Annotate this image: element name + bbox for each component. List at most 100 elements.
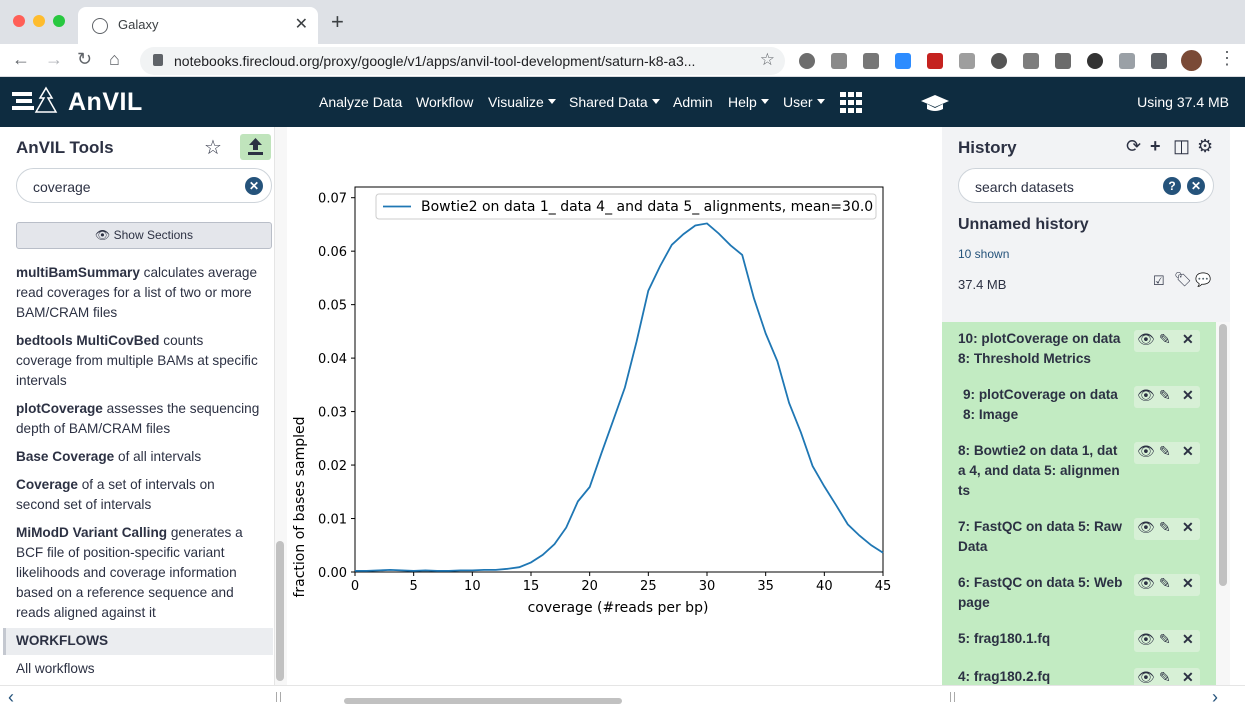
dataset-title[interactable]: 6: FastQC on data 5: Webpage xyxy=(958,575,1123,610)
delete-icon[interactable]: ✕ xyxy=(1182,631,1194,647)
drive-icon[interactable] xyxy=(831,53,847,69)
delete-icon[interactable]: ✕ xyxy=(1182,443,1194,459)
y-tick-label: 0.06 xyxy=(318,245,347,260)
delete-icon[interactable]: ✕ xyxy=(1182,387,1194,403)
delete-icon[interactable]: ✕ xyxy=(1182,575,1194,591)
nav-admin[interactable]: Admin xyxy=(673,94,713,110)
address-bar[interactable]: notebooks.firecloud.org/proxy/google/v1/… xyxy=(140,47,785,75)
pencil-icon[interactable]: ✎ xyxy=(1159,575,1171,591)
minimize-window-button[interactable] xyxy=(33,15,45,27)
gear-icon[interactable]: ⚙ xyxy=(1197,136,1214,156)
delete-icon[interactable]: ✕ xyxy=(1182,331,1194,347)
anvil-logo-icon[interactable] xyxy=(12,86,72,118)
collapse-left-chevron-icon[interactable]: ‹ xyxy=(8,687,14,707)
pencil-icon[interactable]: ✎ xyxy=(1159,669,1171,685)
gmail-icon[interactable] xyxy=(927,53,943,69)
all-workflows-link[interactable]: All workflows xyxy=(16,661,95,676)
tool-item[interactable]: MiModD Variant Calling generates a BCF f… xyxy=(16,523,261,623)
puzzle-extensions-icon[interactable] xyxy=(1151,53,1167,69)
profile-avatar[interactable] xyxy=(1181,50,1202,71)
brand-name[interactable]: AnVIL xyxy=(68,88,143,116)
dataset-title[interactable]: 10: plotCoverage on data 8: Threshold Me… xyxy=(958,331,1121,366)
close-window-button[interactable] xyxy=(13,15,25,27)
scratchbook-grid-icon[interactable] xyxy=(840,92,863,113)
dropbox-icon[interactable] xyxy=(1119,53,1135,69)
back-icon[interactable]: ← xyxy=(12,49,30,69)
eye-icon[interactable]: 👁 xyxy=(1137,519,1155,535)
columns-icon[interactable]: ◫ xyxy=(1173,136,1191,156)
graduation-cap-icon[interactable] xyxy=(920,94,950,112)
delete-icon[interactable]: ✕ xyxy=(1182,519,1194,535)
tags-icon[interactable]: 🏷 xyxy=(1174,271,1192,287)
eye-icon[interactable]: 👁 xyxy=(1137,443,1155,459)
horizontal-scrollbar[interactable] xyxy=(344,698,622,704)
dataset-title[interactable]: 9: plotCoverage on data 8: Image xyxy=(963,387,1118,422)
quota-usage[interactable]: Using 37.4 MB xyxy=(1137,94,1229,110)
close-tab-icon[interactable]: ✕ xyxy=(294,16,308,33)
nav-workflow[interactable]: Workflow xyxy=(416,94,474,110)
tool-panel-scrollbar[interactable] xyxy=(276,541,284,681)
collapse-right-chevron-icon[interactable]: › xyxy=(1212,687,1218,707)
comment-icon[interactable]: 💬 xyxy=(1195,272,1212,287)
eye-icon[interactable]: 👁 xyxy=(1137,387,1155,403)
dataset-title[interactable]: 7: FastQC on data 5: RawData xyxy=(958,519,1122,554)
delete-icon[interactable]: ✕ xyxy=(1182,669,1194,685)
pencil-icon[interactable]: ✎ xyxy=(1159,631,1171,647)
bookmark-star-icon[interactable]: ☆ xyxy=(759,50,775,69)
forward-icon[interactable]: → xyxy=(45,49,63,69)
select-checkbox-icon[interactable]: ☑ xyxy=(1153,273,1165,288)
pencil-icon[interactable]: ✎ xyxy=(1159,519,1171,535)
history-name[interactable]: Unnamed history xyxy=(958,216,1089,233)
browser-tab[interactable]: Galaxy ✕ xyxy=(78,7,318,44)
workflows-section-header[interactable]: WORKFLOWS xyxy=(3,628,273,655)
clear-history-search-icon[interactable]: ✕ xyxy=(1187,177,1205,195)
pencil-icon[interactable]: ✎ xyxy=(1159,443,1171,459)
g-extension-icon[interactable] xyxy=(1023,53,1039,69)
extension-gear-icon[interactable] xyxy=(799,53,815,69)
tool-search-input[interactable]: coverage ✕ xyxy=(16,168,272,203)
eye-icon[interactable]: 👁 xyxy=(1137,331,1155,347)
tool-item[interactable]: multiBamSummary calculates average read … xyxy=(16,263,261,323)
tool-item[interactable]: bedtools MultiCovBed counts coverage fro… xyxy=(16,331,261,391)
eye-icon[interactable]: 👁 xyxy=(1137,669,1155,685)
pencil-icon[interactable]: ✎ xyxy=(1159,331,1171,347)
left-panel-drag-handle[interactable] xyxy=(276,692,281,702)
new-tab-button[interactable]: + xyxy=(331,9,344,34)
tool-item[interactable]: Base Coverage of all intervals xyxy=(16,447,261,467)
screen-icon[interactable] xyxy=(959,53,975,69)
eye-icon[interactable]: 👁 xyxy=(1137,575,1155,591)
nav-visualize[interactable]: Visualize xyxy=(488,94,556,110)
right-panel-drag-handle[interactable] xyxy=(950,692,955,702)
pencil-icon[interactable]: ✎ xyxy=(1159,387,1171,403)
favorites-star-icon[interactable]: ☆ xyxy=(204,137,222,159)
nav-user[interactable]: User xyxy=(783,94,825,110)
dataset-title[interactable]: 8: Bowtie2 on data 1, data 4, and data 5… xyxy=(958,443,1120,498)
circle-extension-icon[interactable] xyxy=(991,53,1007,69)
tool-item[interactable]: Coverage of a set of intervals on second… xyxy=(16,475,261,515)
eye-icon[interactable]: 👁 xyxy=(1137,631,1155,647)
p-extension-icon[interactable] xyxy=(863,53,879,69)
browser-menu-icon[interactable]: ⋮ xyxy=(1218,48,1236,68)
history-search-input[interactable]: search datasets ? ✕ xyxy=(958,168,1214,203)
nav-analyze-data[interactable]: Analyze Data xyxy=(319,94,403,110)
nav-shared-data[interactable]: Shared Data xyxy=(569,94,660,110)
dataset-title[interactable]: 4: frag180.2.fq xyxy=(958,669,1051,684)
refresh-icon[interactable]: ⟳ xyxy=(1126,136,1142,156)
a-extension-icon[interactable] xyxy=(1055,53,1071,69)
show-sections-button[interactable]: 👁 Show Sections xyxy=(16,222,272,249)
home-icon[interactable]: ⌂ xyxy=(109,49,120,69)
nav-help[interactable]: Help xyxy=(728,94,769,110)
clear-search-icon[interactable]: ✕ xyxy=(245,177,263,195)
shown-count-link[interactable]: 10 shown xyxy=(958,247,1010,261)
dataset-title[interactable]: 5: frag180.1.fq xyxy=(958,631,1051,646)
masthead: AnVIL Analyze Data Workflow Visualize Sh… xyxy=(0,77,1245,127)
help-icon[interactable]: ? xyxy=(1163,177,1181,195)
upload-button[interactable] xyxy=(240,134,271,160)
tool-item[interactable]: plotCoverage assesses the sequencing dep… xyxy=(16,399,261,439)
history-scrollbar[interactable] xyxy=(1219,324,1227,586)
zoom-icon[interactable] xyxy=(895,53,911,69)
github-icon[interactable] xyxy=(1087,53,1103,69)
new-history-icon[interactable]: + xyxy=(1150,136,1161,156)
maximize-window-button[interactable] xyxy=(53,15,65,27)
reload-icon[interactable]: ↻ xyxy=(77,49,93,69)
